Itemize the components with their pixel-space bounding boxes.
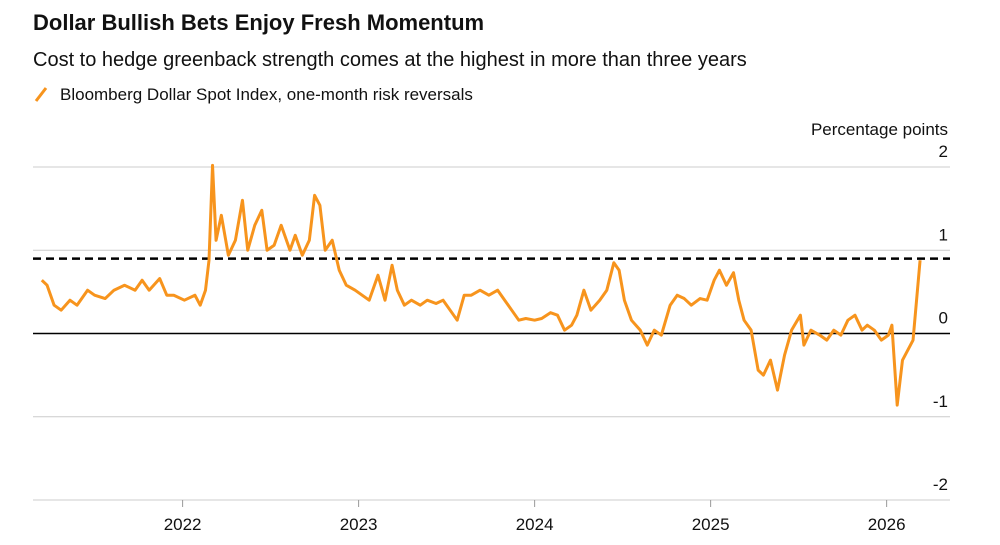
legend-swatch — [34, 87, 48, 102]
y-tick-label: 2 — [939, 142, 948, 161]
y-tick-label: 0 — [939, 309, 948, 328]
x-tick-label: 2024 — [516, 515, 554, 534]
data-line — [40, 163, 922, 407]
y-tick-label: -2 — [933, 475, 948, 494]
y-axis-label: Percentage points — [811, 120, 948, 139]
x-tick-label: 2026 — [868, 515, 906, 534]
y-tick-label: -1 — [933, 392, 948, 411]
chart-title: Dollar Bullish Bets Enjoy Fresh Momentum — [33, 10, 484, 35]
x-tick-label: 2022 — [164, 515, 202, 534]
x-tick-label: 2023 — [340, 515, 378, 534]
y-tick-label: 1 — [939, 225, 948, 244]
chart-subtitle: Cost to hedge greenback strength comes a… — [33, 49, 747, 71]
legend-label: Bloomberg Dollar Spot Index, one-month r… — [60, 85, 473, 104]
x-tick-label: 2025 — [692, 515, 730, 534]
